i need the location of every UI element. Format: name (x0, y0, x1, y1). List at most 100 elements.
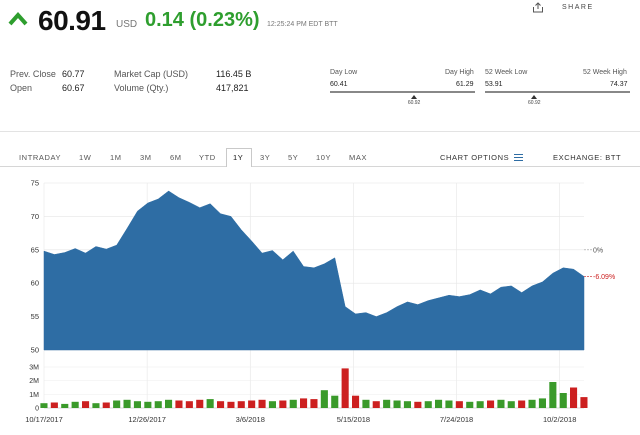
share-button[interactable]: SHARE (528, 0, 628, 14)
tab-max[interactable]: MAX (349, 153, 368, 162)
currency-label: USD (116, 19, 138, 30)
section-divider (0, 131, 640, 132)
volume-tick-label: 0 (35, 406, 39, 413)
volume-bar (372, 401, 380, 408)
volume-bar (570, 387, 578, 408)
day-range-bar (330, 91, 475, 93)
volume-bar (268, 401, 276, 408)
price-change: 0.14 (0.23%) (145, 9, 260, 31)
current-change-label: -6.09% (593, 274, 615, 281)
reference-label: 0% (593, 247, 603, 254)
volume-bar (102, 402, 110, 408)
x-tick-label: 10/17/2017 (25, 415, 63, 424)
tab-6m[interactable]: 6M (170, 153, 182, 162)
volume-tick-label: 3M (29, 365, 39, 372)
chart-options-button[interactable]: CHART OPTIONS (440, 153, 524, 162)
volume-bar (50, 402, 58, 408)
y-tick-label: 55 (31, 312, 39, 321)
volume-bar (310, 399, 318, 408)
tab-intraday[interactable]: INTRADAY (19, 153, 62, 162)
market-cap-value: 116.45 B (216, 69, 252, 79)
volume-bar (341, 368, 349, 408)
volume-bar (455, 401, 463, 408)
x-tick-label: 5/15/2018 (337, 415, 370, 424)
open-label: Open (10, 83, 33, 93)
market-cap-label: Market Cap (USD) (114, 69, 189, 79)
volume-bar (528, 399, 536, 408)
volume-bar (217, 401, 225, 408)
volume-bar (144, 401, 152, 408)
volume-bar (279, 400, 287, 408)
price-area-series (43, 190, 585, 351)
volume-bar (383, 399, 391, 408)
volume-bar (559, 393, 567, 408)
volume-bar (445, 400, 453, 408)
volume-bar (487, 400, 495, 408)
volume-bar (40, 403, 48, 408)
day-range-marker (411, 95, 418, 99)
volume-bar (61, 403, 69, 408)
volume-bar (320, 390, 328, 408)
tab-ytd[interactable]: YTD (199, 153, 216, 162)
tab-1m[interactable]: 1M (110, 153, 122, 162)
volume-bar (435, 399, 443, 408)
prev-close-value: 60.77 (62, 69, 85, 79)
tab-1w[interactable]: 1W (79, 153, 92, 162)
week52-low-value: 53.91 (485, 81, 503, 88)
week52-range-current: 60.92 (528, 100, 541, 106)
volume-bar (393, 400, 401, 408)
prev-close-label: Prev. Close (10, 69, 56, 79)
week52-low-label: 52 Week Low (485, 69, 528, 76)
week52-high-label: 52 Week High (583, 69, 627, 76)
y-tick-label: 75 (31, 179, 39, 188)
x-tick-label: 3/6/2018 (236, 415, 265, 424)
tab-10y[interactable]: 10Y (316, 153, 332, 162)
share-icon (533, 1, 543, 12)
active-tab-frame (226, 148, 252, 167)
price-chart[interactable]: 75 70 65 60 55 50 0% -6.09% 3M 2M 1M 0 10/17/2017 12/… (0, 172, 640, 435)
volume-bar (476, 401, 484, 408)
volume-bar (123, 399, 131, 408)
volume-bar (165, 399, 173, 408)
volume-bar (497, 399, 505, 408)
tab-5y[interactable]: 5Y (288, 153, 299, 162)
volume-bar (424, 401, 432, 408)
menu-icon (514, 154, 524, 161)
volume-bar (362, 399, 370, 408)
volume-tick-label: 1M (29, 392, 39, 399)
tab-3m[interactable]: 3M (140, 153, 152, 162)
volume-bar (549, 382, 557, 408)
volume-bar (518, 400, 526, 408)
volume-bar (403, 401, 411, 408)
day-range-current: 60.92 (407, 100, 421, 106)
up-arrow-icon (8, 12, 28, 26)
x-tick-label: 12/26/2017 (128, 415, 166, 424)
y-tick-label: 65 (31, 245, 39, 254)
volume-label: Volume (Qty.) (114, 83, 169, 93)
quote-timestamp: 12:25:24 PM EDT BTT (267, 21, 338, 28)
volume-bar (331, 395, 339, 408)
open-value: 60.67 (62, 83, 85, 93)
tab-1y[interactable]: 1Y (233, 153, 244, 162)
volume-bar (352, 395, 360, 408)
volume-value: 417,821 (216, 83, 249, 93)
stock-price: 60.91 (38, 5, 106, 36)
chart-options-label: CHART OPTIONS (440, 153, 510, 162)
day-high-value: 61.29 (456, 81, 474, 88)
volume-bar (289, 399, 297, 408)
volume-bar (82, 401, 90, 408)
day-low-value: 60.41 (330, 81, 348, 88)
y-tick-label: 60 (31, 279, 39, 288)
volume-bar (71, 401, 79, 408)
volume-bar (196, 399, 204, 408)
volume-bar (92, 403, 100, 408)
volume-bar (206, 399, 214, 408)
volume-bar (175, 400, 183, 408)
week52-range-marker (531, 95, 538, 99)
day-low-label: Day Low (330, 69, 358, 76)
tab-3y[interactable]: 3Y (260, 153, 271, 162)
volume-bar (185, 401, 193, 408)
volume-tick-label: 2M (29, 378, 39, 385)
volume-bar (507, 401, 515, 408)
y-tick-label: 50 (31, 346, 39, 355)
